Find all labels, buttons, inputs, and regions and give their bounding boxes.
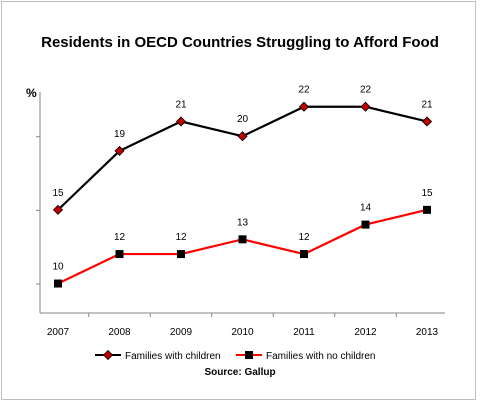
data-label: 10	[52, 262, 64, 273]
data-label: 22	[360, 85, 372, 96]
series-markers	[52, 101, 433, 288]
data-label: 12	[298, 232, 310, 243]
data-point-diamond	[52, 204, 64, 215]
data-label: 15	[421, 188, 433, 199]
legend-label-1: Families with children	[125, 351, 221, 362]
data-point-diamond	[102, 349, 114, 361]
x-tick-label: 2012	[354, 327, 377, 338]
x-tick-label: 2011	[293, 327, 315, 338]
data-label: 20	[237, 114, 249, 125]
data-point-square	[361, 220, 370, 229]
data-label: 12	[175, 232, 187, 243]
data-point-square	[300, 250, 308, 259]
data-label: 22	[298, 85, 310, 96]
chart-title: Residents in OECD Countries Struggling t…	[41, 34, 439, 51]
x-tick-label: 2008	[108, 327, 131, 338]
data-point-diamond	[298, 101, 310, 112]
x-tick-label: 2009	[170, 327, 193, 338]
data-point-square	[245, 351, 253, 359]
x-tick-label: 2013	[416, 327, 439, 338]
x-tick-labels: 2007 2008 2009 2010 2011 2012 2013	[47, 327, 439, 338]
data-label: 19	[114, 129, 126, 140]
data-point-diamond	[237, 131, 248, 142]
data-point-diamond	[421, 116, 433, 127]
data-label: 21	[421, 99, 433, 110]
x-tick-label: 2007	[47, 327, 70, 338]
data-point-square	[238, 235, 247, 244]
data-point-diamond	[175, 116, 187, 127]
data-label: 13	[237, 217, 249, 228]
data-label: 15	[52, 188, 64, 199]
data-point-square	[423, 205, 431, 214]
data-label: 21	[175, 99, 187, 110]
x-tick-label: 2010	[231, 327, 254, 338]
data-point-square	[54, 279, 62, 288]
legend: Families with children Families with no c…	[95, 349, 376, 362]
data-point-diamond	[114, 145, 125, 156]
source-note: Source: Gallup	[204, 367, 275, 378]
data-point-diamond	[360, 101, 371, 112]
chart-frame	[1, 1, 476, 400]
legend-label-2: Families with no children	[266, 351, 376, 362]
data-label: 14	[360, 203, 372, 214]
axes	[36, 92, 445, 317]
y-axis-label: %	[26, 86, 37, 100]
data-label: 12	[114, 232, 126, 243]
data-labels: 15 19 21 20 22 22 21 10 12 12 13 12 14 15	[52, 85, 433, 273]
data-point-square	[115, 250, 124, 259]
data-point-square	[177, 250, 185, 259]
